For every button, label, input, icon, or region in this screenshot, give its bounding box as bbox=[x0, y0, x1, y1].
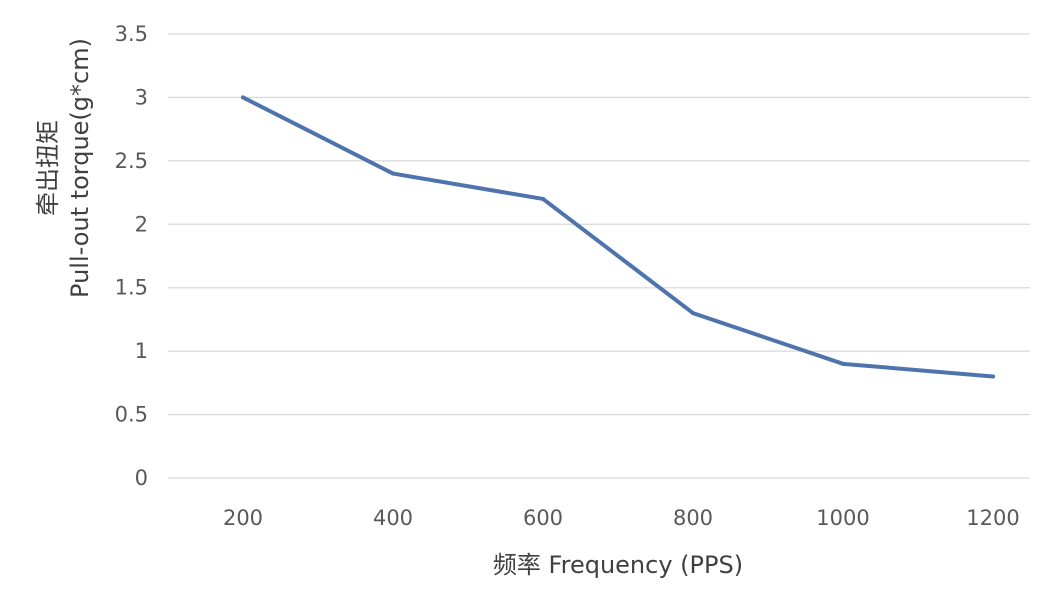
x-axis-title: 频率 Frequency (PPS) bbox=[493, 551, 743, 579]
data-point bbox=[541, 197, 545, 201]
y-tick-label: 2.5 bbox=[115, 149, 148, 173]
x-tick-label: 1200 bbox=[966, 506, 1019, 530]
data-point bbox=[241, 95, 245, 99]
data-point bbox=[991, 375, 995, 379]
x-tick-label: 1000 bbox=[816, 506, 869, 530]
x-tick-label: 400 bbox=[373, 506, 413, 530]
y-axis-title: 牵出扭矩 Pull-out torque(g*cm) bbox=[34, 38, 94, 298]
x-tick-label: 600 bbox=[523, 506, 563, 530]
gridlines bbox=[168, 34, 1030, 478]
y-axis-title-line1: 牵出扭矩 bbox=[34, 120, 62, 216]
y-tick-label: 2 bbox=[135, 212, 148, 236]
y-tick-label: 1.5 bbox=[115, 276, 148, 300]
y-axis-ticks: 0 0.5 1 1.5 2 2.5 3 3.5 bbox=[115, 22, 148, 490]
y-tick-label: 3.5 bbox=[115, 22, 148, 46]
y-tick-label: 1 bbox=[135, 339, 148, 363]
series-layer bbox=[241, 95, 995, 378]
x-tick-label: 200 bbox=[223, 506, 263, 530]
y-axis-title-line2: Pull-out torque(g*cm) bbox=[66, 38, 94, 298]
series-line bbox=[243, 97, 993, 376]
y-tick-label: 0.5 bbox=[115, 403, 148, 427]
x-axis-ticks: 200 400 600 800 1000 1200 bbox=[223, 506, 1020, 530]
data-point bbox=[841, 362, 845, 366]
data-point bbox=[391, 172, 395, 176]
data-point bbox=[691, 311, 695, 315]
y-tick-label: 0 bbox=[135, 466, 148, 490]
x-tick-label: 800 bbox=[673, 506, 713, 530]
y-tick-label: 3 bbox=[135, 85, 148, 109]
